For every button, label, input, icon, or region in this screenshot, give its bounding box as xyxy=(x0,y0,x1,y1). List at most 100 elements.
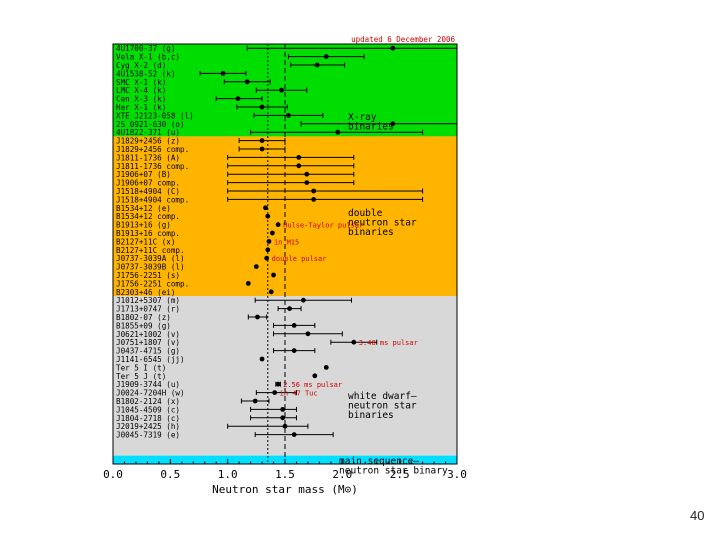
data-point xyxy=(311,197,317,202)
object-label: J1906+07 (B) xyxy=(116,170,171,179)
object-label: J0737-3039B (l) xyxy=(116,263,185,272)
object-label: J1811-1736 (A) xyxy=(116,153,180,162)
data-point xyxy=(291,323,297,328)
object-label: J1518+4904 comp. xyxy=(116,195,189,204)
x-axis-label: Neutron star mass (M⊙) xyxy=(212,483,358,496)
data-point xyxy=(287,306,292,311)
object-label: Cyg X-2 (d) xyxy=(116,61,166,70)
annotation-label: 3.48 ms pulsar xyxy=(359,339,418,347)
annotation-label: in M15 xyxy=(274,238,299,246)
object-label: Vela X-1 (b,c) xyxy=(116,53,180,62)
object-label: B1913+16 comp. xyxy=(116,229,180,238)
object-label: B1913+16 (g) xyxy=(116,221,171,230)
x-tick-label: 0.5 xyxy=(160,468,180,481)
page-number: 40 xyxy=(690,508,705,523)
data-point xyxy=(280,415,286,421)
object-label: SMC X-1 (k) xyxy=(116,78,166,87)
object-label: J2019+2425 (h) xyxy=(116,422,180,431)
neutron-star-mass-chart: 4U1700-37 (g)Vela X-1 (b,c)Cyg X-2 (d)4U… xyxy=(103,35,467,496)
object-label: J1811-1736 comp. xyxy=(116,162,189,171)
data-point xyxy=(312,373,318,379)
group-label: double xyxy=(348,208,383,219)
data-point xyxy=(300,297,306,303)
object-label: B1534+12 comp. xyxy=(116,212,180,221)
data-point xyxy=(351,339,357,345)
object-label: LMC X-4 (k) xyxy=(116,86,166,95)
object-label: J1804-2718 (c) xyxy=(116,414,180,423)
object-label: Cen X-3 (k) xyxy=(116,95,166,104)
object-label: Ter 5 I (t) xyxy=(116,363,166,372)
annotation-label: double pulsar xyxy=(272,255,327,263)
data-point xyxy=(271,272,276,278)
updated-note: updated 6 December 2006 xyxy=(351,35,455,44)
object-label: B1855+09 (g) xyxy=(116,321,171,330)
object-label: J1909-3744 (u) xyxy=(116,380,180,389)
object-label: 4U1822-371 (u) xyxy=(116,128,180,137)
object-label: 2S 0921-630 (o) xyxy=(116,120,185,129)
data-point xyxy=(255,314,260,320)
object-label: J1756-2251 (s) xyxy=(116,271,180,280)
data-point xyxy=(286,113,291,118)
data-point xyxy=(390,121,396,127)
data-point xyxy=(296,155,302,160)
group-label: binaries xyxy=(348,122,394,133)
data-point xyxy=(266,239,272,244)
object-label: B2127+11C comp. xyxy=(116,246,185,255)
object-label: Ter 5 J (t) xyxy=(116,372,166,381)
data-point xyxy=(280,407,286,412)
x-tick-label: 2.5 xyxy=(390,468,410,481)
data-point xyxy=(268,289,274,295)
x-tick-label: 1.0 xyxy=(218,468,238,481)
x-tick-label: 0.0 xyxy=(103,468,123,481)
object-label: 4U1700-37 (g) xyxy=(116,44,175,53)
object-label: J0045-7319 (e) xyxy=(116,431,180,440)
x-tick-label: 1.5 xyxy=(275,468,295,481)
object-label: J0437-4715 (g) xyxy=(116,347,180,356)
object-label: B2303+46 (ei) xyxy=(116,288,175,297)
data-point xyxy=(259,146,265,152)
group-label: white dwarf– xyxy=(348,391,417,402)
data-point xyxy=(263,205,268,211)
data-point xyxy=(305,331,311,337)
data-point xyxy=(311,188,317,194)
data-point xyxy=(323,365,329,370)
data-point xyxy=(265,247,271,253)
object-label: 4U1538-52 (k) xyxy=(116,69,175,78)
object-label: B1802-2124 (x) xyxy=(116,397,180,406)
data-point xyxy=(253,264,259,269)
annotation-label: Hulse-Taylor pulsar xyxy=(283,222,363,230)
group-label: neutron star binary xyxy=(339,466,448,477)
object-label: B2127+11C (x) xyxy=(116,237,175,246)
data-point xyxy=(259,104,265,110)
data-point xyxy=(235,96,241,101)
data-point xyxy=(269,230,275,236)
object-label: J0621+1002 (v) xyxy=(116,330,180,339)
data-point xyxy=(304,171,310,177)
data-point xyxy=(245,281,251,286)
object-label: J1518+4904 (C) xyxy=(116,187,180,196)
data-point xyxy=(323,54,329,59)
figure-frame: 4U1700-37 (g) Vela X-1 (b,c) Cyg X-2 (d) 4U… xyxy=(100,28,472,514)
object-label: J1045-4509 (c) xyxy=(116,405,180,414)
object-label: J1141-6545 (jj) xyxy=(116,355,185,364)
data-point xyxy=(259,138,265,143)
object-label: J0737-3039A (l) xyxy=(116,254,185,263)
data-point xyxy=(264,255,270,261)
data-point xyxy=(335,129,341,135)
x-tick-label: 2.0 xyxy=(332,468,352,481)
object-label: J1012+5307 (m) xyxy=(116,296,180,305)
object-label: J1829+2456 comp. xyxy=(116,145,189,154)
data-point xyxy=(296,163,302,169)
data-point xyxy=(275,381,281,387)
data-point xyxy=(244,79,250,85)
object-label: Her X-1 (k) xyxy=(116,103,166,112)
object-label: J1756-2251 comp. xyxy=(116,279,189,288)
object-label: J0024-7204H (w) xyxy=(116,389,185,398)
data-point xyxy=(282,423,288,429)
group-label: binaries xyxy=(348,227,394,238)
object-label: J1829+2456 (z) xyxy=(116,137,180,146)
data-point xyxy=(291,432,297,437)
data-point xyxy=(390,45,396,51)
group-label: neutron star xyxy=(348,401,417,412)
data-point xyxy=(275,222,281,228)
